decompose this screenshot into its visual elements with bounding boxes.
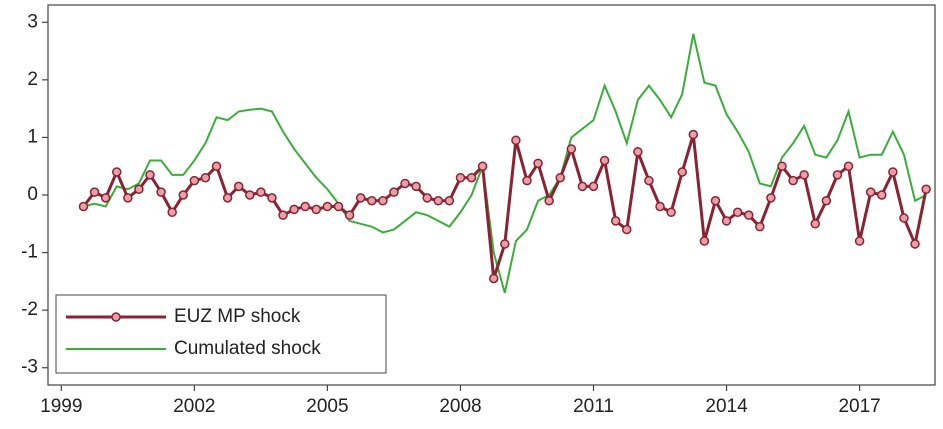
marker — [688, 129, 699, 140]
marker — [167, 207, 177, 218]
marker — [111, 167, 122, 177]
marker — [322, 201, 333, 212]
x-tick-label: 2008 — [439, 396, 481, 417]
marker — [156, 187, 166, 197]
marker — [810, 219, 821, 229]
marker — [843, 161, 854, 171]
marker — [123, 193, 133, 203]
marker — [721, 216, 732, 226]
marker — [411, 181, 421, 192]
marker — [222, 193, 233, 203]
marker — [588, 181, 599, 192]
y-tick-label: 2 — [27, 69, 38, 90]
marker — [677, 167, 687, 177]
marker — [78, 201, 89, 212]
marker — [755, 221, 765, 232]
legend-box — [55, 294, 387, 374]
marker — [555, 172, 565, 183]
y-tick-label: -1 — [21, 242, 38, 263]
marker — [278, 210, 288, 220]
x-tick-label: 2011 — [573, 396, 614, 417]
marker — [455, 172, 466, 183]
marker — [666, 207, 676, 218]
marker — [699, 236, 710, 246]
y-tick-label: 3 — [27, 11, 38, 32]
legend-label: EUZ MP shock — [174, 306, 301, 327]
x-tick-label: 2005 — [306, 396, 348, 417]
marker — [488, 273, 499, 284]
y-tick-label: 0 — [27, 184, 38, 205]
marker — [799, 170, 809, 180]
marker — [89, 187, 100, 197]
marker — [821, 196, 832, 206]
marker — [899, 213, 909, 223]
marker — [788, 175, 798, 186]
marker — [522, 175, 532, 186]
marker — [389, 187, 399, 197]
marker — [444, 196, 455, 206]
y-tick-label: -3 — [21, 357, 38, 378]
marker — [655, 201, 665, 212]
y-tick-label: 1 — [27, 126, 38, 147]
marker — [344, 210, 355, 220]
marker — [921, 184, 931, 194]
x-tick-label: 2017 — [838, 396, 880, 417]
marker — [267, 193, 277, 203]
legend-marker — [111, 312, 121, 322]
marker — [610, 216, 621, 226]
marker — [477, 161, 488, 171]
marker — [544, 196, 554, 206]
x-tick-label: 2002 — [173, 396, 215, 417]
marker — [300, 201, 310, 212]
marker — [311, 204, 322, 215]
marker — [378, 196, 388, 206]
marker — [367, 196, 377, 206]
marker — [533, 158, 543, 169]
marker — [355, 193, 366, 203]
marker — [710, 196, 721, 206]
marker — [888, 167, 898, 177]
y-tick-label: -2 — [21, 299, 38, 320]
marker — [832, 170, 843, 180]
marker — [256, 187, 266, 197]
marker — [732, 207, 743, 218]
legend-label: Cumulated shock — [174, 338, 321, 359]
marker — [777, 161, 787, 171]
marker — [289, 204, 299, 215]
marker — [511, 135, 521, 146]
marker — [189, 175, 200, 186]
marker — [178, 190, 189, 200]
marker — [622, 224, 632, 235]
series-line — [82, 134, 928, 279]
marker — [910, 239, 920, 249]
marker — [145, 170, 155, 180]
marker — [333, 201, 344, 212]
marker — [566, 144, 577, 154]
marker — [200, 172, 211, 183]
marker — [766, 193, 776, 203]
marker — [211, 161, 222, 171]
marker — [134, 184, 144, 194]
marker — [577, 181, 588, 192]
x-tick-label: 1999 — [40, 396, 82, 417]
series-line — [83, 33, 927, 294]
marker — [466, 172, 477, 183]
marker — [633, 147, 643, 157]
marker — [245, 190, 255, 200]
marker — [599, 155, 610, 166]
marker — [422, 193, 432, 203]
marker — [743, 210, 754, 220]
marker — [644, 175, 654, 186]
marker — [433, 196, 444, 206]
marker — [400, 178, 410, 189]
marker — [877, 190, 887, 200]
marker — [865, 187, 876, 197]
marker — [100, 193, 111, 203]
marker — [233, 181, 244, 192]
x-tick-label: 2014 — [705, 396, 748, 417]
marker — [854, 236, 865, 246]
marker — [500, 239, 510, 249]
